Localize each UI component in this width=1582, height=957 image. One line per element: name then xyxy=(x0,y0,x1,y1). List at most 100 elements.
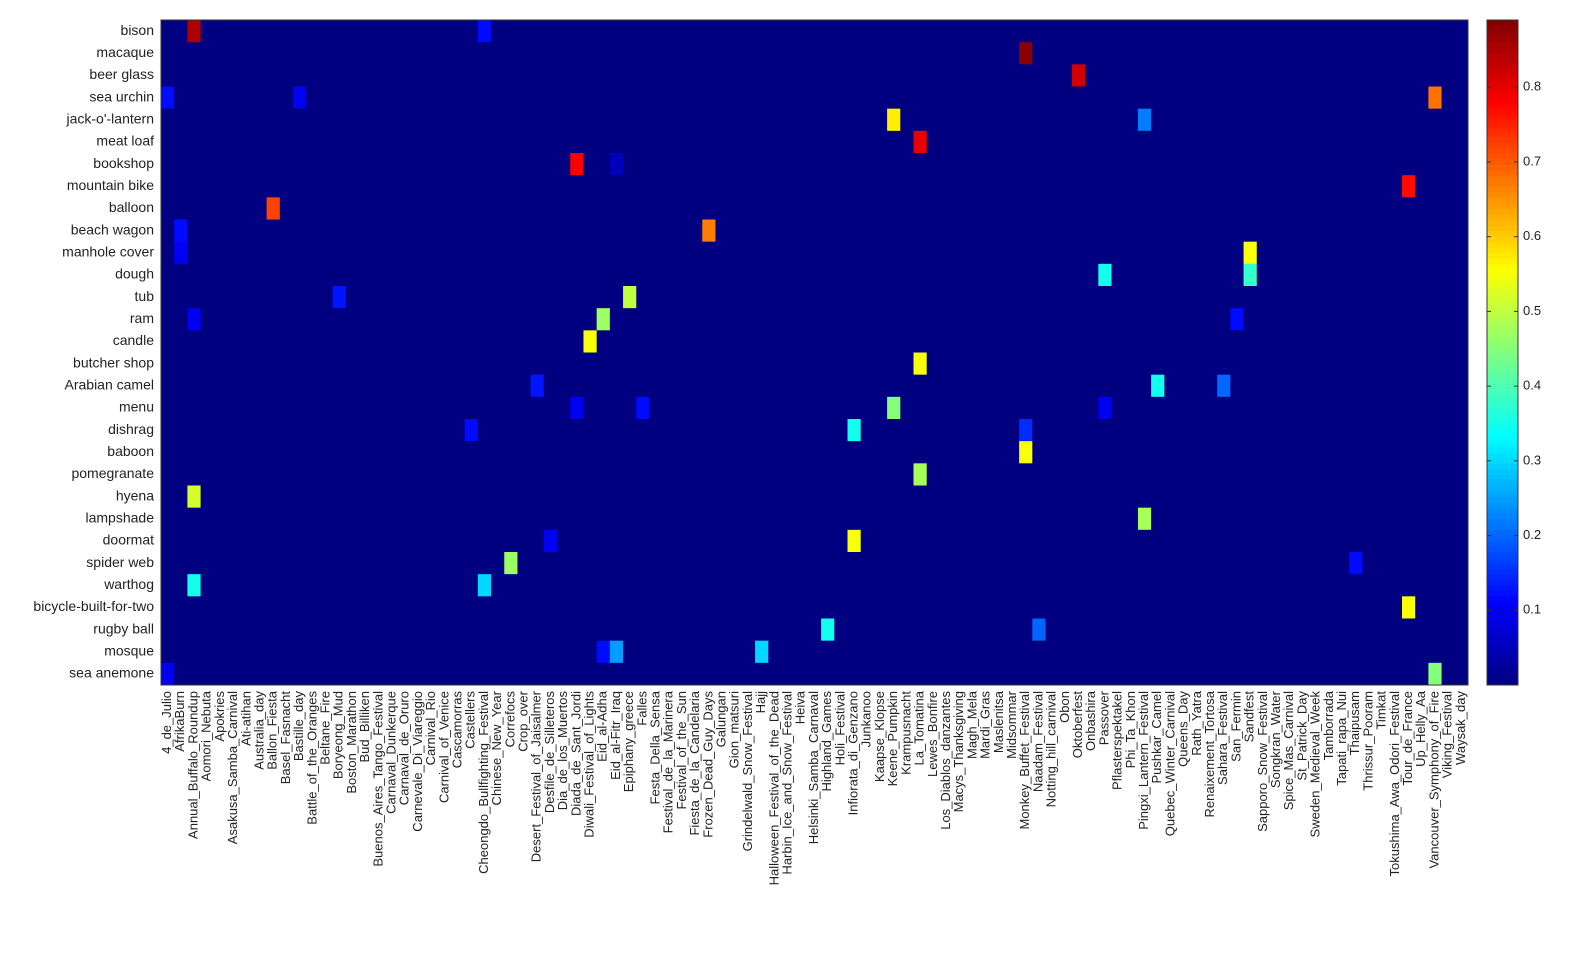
heat-cell xyxy=(596,352,611,376)
heat-cell xyxy=(411,108,426,132)
heat-cell xyxy=(1428,662,1442,686)
heat-cell xyxy=(755,20,769,43)
heat-cell xyxy=(781,197,796,220)
colorbar-segment xyxy=(1487,502,1518,509)
heat-cell xyxy=(1032,153,1046,176)
heat-cell xyxy=(491,507,505,531)
heat-cell xyxy=(873,596,888,619)
y-tick-label: rugby ball xyxy=(93,620,154,636)
heat-cell xyxy=(807,241,822,265)
heat-cell xyxy=(570,662,584,686)
heat-cell xyxy=(372,330,386,353)
heat-cell xyxy=(768,463,782,486)
heat-cell xyxy=(332,153,347,176)
heat-cell xyxy=(464,396,479,420)
heat-cell xyxy=(491,219,505,243)
heat-cell xyxy=(939,86,954,110)
heat-cell xyxy=(609,241,624,265)
heat-cell xyxy=(1428,463,1442,486)
heat-cell xyxy=(1243,108,1258,132)
heat-cell xyxy=(187,396,202,420)
heat-cell xyxy=(728,286,743,309)
heat-cell xyxy=(425,241,439,265)
heat-cell xyxy=(728,130,743,154)
heat-cell xyxy=(702,20,716,43)
heat-cell xyxy=(477,507,492,531)
heat-cell xyxy=(847,574,862,597)
heat-cell xyxy=(1388,463,1403,486)
heat-cell xyxy=(543,618,558,642)
heat-cell xyxy=(979,108,994,132)
heat-cell xyxy=(530,529,545,553)
heat-cell xyxy=(530,241,545,265)
heat-cell xyxy=(1243,197,1258,220)
heat-cell xyxy=(715,197,730,220)
heat-cell xyxy=(213,419,228,442)
heat-cell xyxy=(768,640,782,664)
heat-cell xyxy=(596,286,611,309)
heat-cell xyxy=(570,529,584,553)
heat-cell xyxy=(992,596,1007,619)
heat-cell xyxy=(227,108,241,132)
heat-cell xyxy=(319,352,334,376)
heat-cell xyxy=(834,64,848,87)
heat-cell xyxy=(227,596,241,619)
heat-cell xyxy=(966,374,980,398)
heat-cell xyxy=(755,330,769,353)
heat-cell xyxy=(266,374,281,398)
heat-cell xyxy=(1019,374,1033,398)
heat-cell xyxy=(464,197,479,220)
heat-cell xyxy=(1388,574,1403,597)
heat-cell xyxy=(359,419,373,442)
heat-cell xyxy=(834,197,848,220)
heat-cell xyxy=(1151,419,1165,442)
heat-cell xyxy=(398,64,413,87)
heat-cell xyxy=(1058,286,1073,309)
heat-cell xyxy=(306,352,320,376)
heat-cell xyxy=(953,662,967,686)
heat-cell xyxy=(332,286,347,309)
colorbar-segment xyxy=(1487,169,1518,176)
heat-cell xyxy=(649,463,664,486)
heat-cell xyxy=(623,485,637,509)
heat-cell xyxy=(1085,86,1099,110)
heat-cell xyxy=(1071,42,1086,65)
heat-cell xyxy=(926,130,941,154)
heat-cell xyxy=(266,20,281,43)
x-tick-label: Beltane_Fire xyxy=(317,691,332,765)
heat-cell xyxy=(1269,241,1284,265)
heat-cell xyxy=(266,286,281,309)
heat-cell xyxy=(1151,374,1165,398)
heat-cell xyxy=(953,108,967,132)
heat-cell xyxy=(293,574,307,597)
heat-cell xyxy=(213,241,228,265)
heat-cell xyxy=(359,20,373,43)
heat-cell xyxy=(293,330,307,353)
heat-cell xyxy=(477,352,492,376)
heat-cell xyxy=(1243,396,1258,420)
heat-cell xyxy=(1309,463,1324,486)
heat-cell xyxy=(491,529,505,553)
heat-cell xyxy=(543,42,558,65)
heat-cell xyxy=(438,20,452,43)
heat-cell xyxy=(1283,286,1297,309)
heat-cell xyxy=(425,130,439,154)
heat-cell xyxy=(1177,529,1192,553)
heat-cell xyxy=(1071,618,1086,642)
heat-cell xyxy=(702,596,716,619)
heat-cell xyxy=(1203,330,1218,353)
heat-cell xyxy=(1124,308,1139,331)
heat-cell xyxy=(477,374,492,398)
heat-cell xyxy=(1098,197,1112,220)
colorbar-tick-label: 0.8 xyxy=(1523,79,1541,94)
heat-cell xyxy=(543,507,558,531)
heat-cell xyxy=(1177,574,1192,597)
x-tick-label: Carnival_Rio xyxy=(423,691,438,765)
heat-cell xyxy=(1349,20,1363,43)
heat-cell xyxy=(755,64,769,87)
heat-cell xyxy=(200,552,215,575)
heat-cell xyxy=(847,64,862,87)
heat-cell xyxy=(1415,108,1429,132)
heat-cell xyxy=(464,574,479,597)
heat-cell xyxy=(609,42,624,65)
